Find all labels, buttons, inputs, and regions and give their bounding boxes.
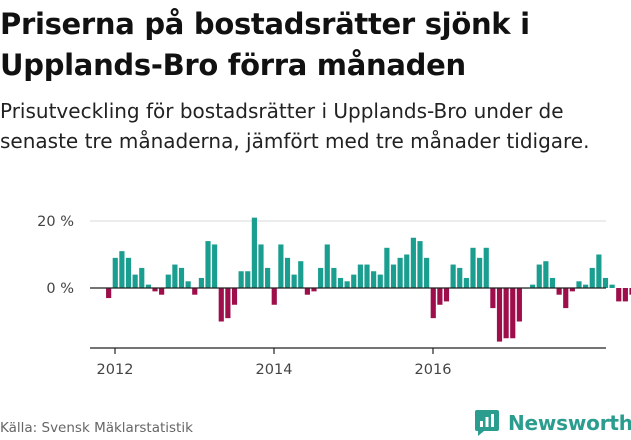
- bar: [483, 247, 489, 288]
- bar: [205, 241, 211, 288]
- x-tick-label: 2016: [415, 362, 452, 378]
- bar: [304, 288, 310, 295]
- bar: [298, 261, 304, 288]
- bar: [251, 217, 257, 288]
- bar: [258, 244, 264, 288]
- bar: [344, 281, 350, 288]
- bar: [351, 274, 357, 288]
- bar: [516, 288, 522, 322]
- bar: [357, 264, 363, 288]
- brand-logo: Newsworthy: [474, 406, 631, 440]
- bar-chart: 20 %0 % 201220142016201920212023 −6 %: [37, 214, 631, 378]
- bar-series: [106, 217, 631, 342]
- bar: [384, 247, 390, 288]
- bar: [324, 244, 330, 288]
- bar: [331, 267, 337, 288]
- bar: [404, 254, 410, 288]
- bar: [417, 241, 423, 288]
- bar: [238, 271, 244, 288]
- bar: [165, 274, 171, 288]
- brand-name: Newsworthy: [508, 411, 631, 435]
- bar: [583, 284, 589, 288]
- y-tick-label: 0 %: [46, 281, 74, 297]
- bar: [463, 277, 469, 288]
- bar: [490, 288, 496, 309]
- bar: [549, 277, 556, 288]
- bar: [318, 267, 324, 288]
- bar: [218, 288, 224, 322]
- bar: [424, 257, 430, 288]
- bar: [470, 247, 476, 288]
- x-axis: 201220142016201920212023: [90, 347, 606, 378]
- bar: [569, 288, 575, 292]
- bar: [112, 257, 118, 288]
- y-axis: 20 % 0 %: [37, 214, 74, 297]
- bar: [145, 284, 151, 288]
- bar: [225, 288, 231, 319]
- bar: [271, 288, 277, 305]
- bar: [496, 288, 503, 342]
- bar: [212, 244, 218, 288]
- bar: [430, 288, 436, 319]
- bar: [172, 264, 178, 288]
- x-tick-label: 2014: [256, 362, 293, 378]
- bar: [629, 288, 631, 295]
- bar: [477, 257, 483, 288]
- bar: [390, 264, 397, 288]
- bar: [530, 284, 536, 288]
- bar: [245, 271, 251, 288]
- bar: [178, 267, 185, 288]
- source-note: Källa: Svensk Mäklarstatistik: [0, 420, 193, 436]
- bar: [185, 281, 191, 288]
- bar: [337, 277, 344, 288]
- bar: [265, 267, 271, 288]
- bar: [437, 288, 443, 305]
- bar: [443, 288, 450, 302]
- bar: [132, 274, 138, 288]
- x-tick-label: 2012: [97, 362, 134, 378]
- bar: [198, 277, 204, 288]
- bar: [543, 261, 549, 288]
- bar: [622, 288, 628, 302]
- bar: [152, 288, 158, 292]
- bar: [563, 288, 569, 309]
- bar: [596, 254, 602, 288]
- bar: [139, 267, 145, 288]
- bar: [159, 288, 165, 295]
- bar: [192, 288, 198, 295]
- bar: [364, 264, 370, 288]
- bar: [125, 257, 132, 288]
- bar: [284, 257, 291, 288]
- bar: [457, 267, 463, 288]
- bar: [231, 288, 238, 305]
- bar: [410, 237, 416, 288]
- bar: [576, 281, 582, 288]
- bar: [609, 284, 615, 288]
- bar: [397, 257, 403, 288]
- bar: [450, 264, 456, 288]
- bar: [106, 288, 112, 299]
- bar: [616, 288, 622, 302]
- bar: [556, 288, 562, 295]
- newsworthy-logo-icon: [475, 410, 499, 436]
- page-subtitle: Prisutveckling för bostadsrätter i Uppla…: [0, 99, 590, 153]
- bar: [377, 274, 383, 288]
- bar: [371, 271, 377, 288]
- bar: [510, 288, 516, 339]
- bar: [503, 288, 509, 339]
- bar: [278, 244, 284, 288]
- bar: [291, 274, 297, 288]
- bar: [119, 251, 125, 288]
- page-title: Priserna på bostadsrätter sjönk i Upplan…: [0, 7, 530, 82]
- bar: [311, 288, 317, 292]
- bar: [589, 267, 595, 288]
- y-tick-label: 20 %: [37, 214, 74, 230]
- bar: [602, 277, 609, 288]
- bar: [536, 264, 542, 288]
